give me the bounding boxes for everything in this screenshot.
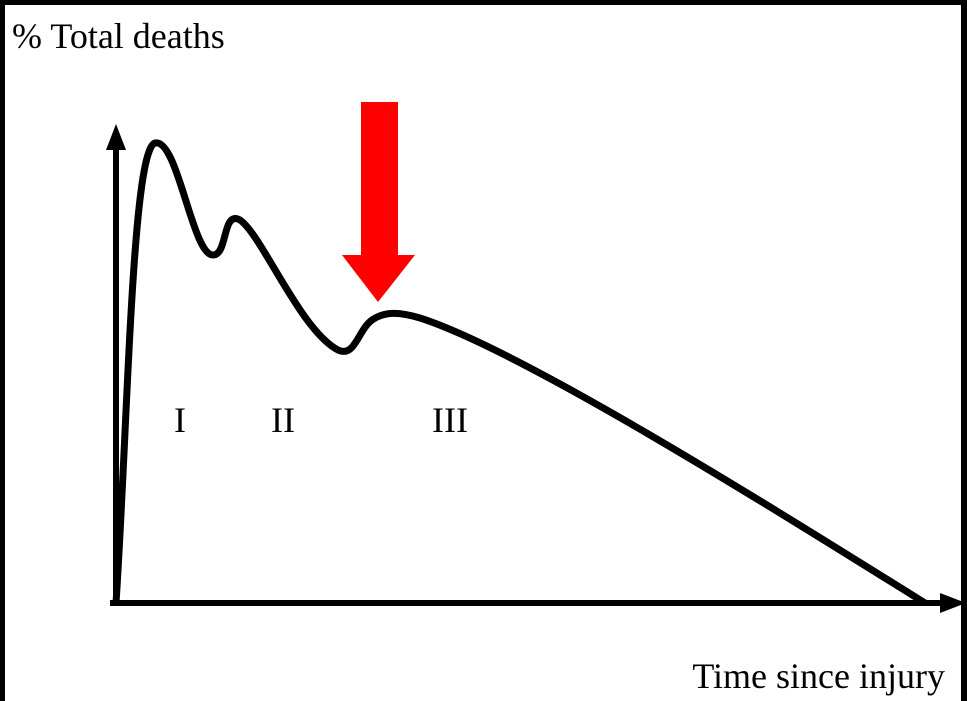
x-axis-label: Time since injury: [692, 656, 945, 696]
phase-label: I: [174, 400, 186, 440]
death-curve: [112, 139, 927, 606]
y-axis-label: % Total deaths: [12, 16, 225, 56]
phase-label: II: [271, 400, 295, 440]
red-arrow: [342, 102, 415, 302]
phase-label: III: [432, 400, 468, 440]
x-axis-arrowhead: [940, 593, 966, 613]
y-axis-arrowhead: [106, 124, 126, 150]
background: [5, 5, 961, 701]
